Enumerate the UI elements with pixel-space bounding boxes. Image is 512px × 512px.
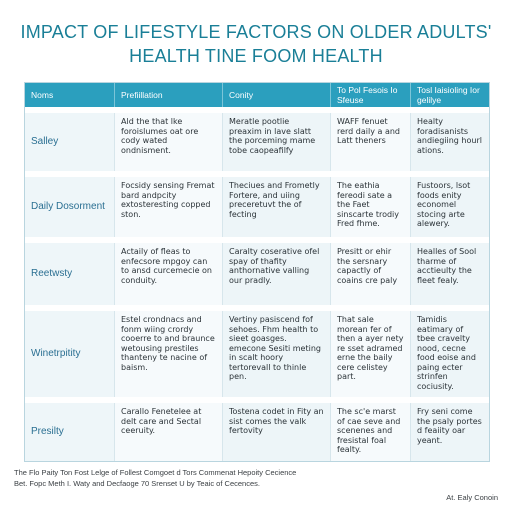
table-row: Salley Ald the that lke foroislumes oat … xyxy=(25,107,489,171)
table-cell: The eathia fereodi sate a the Faet sinsc… xyxy=(331,177,411,237)
table-cell: Healles of Sool tharme of acctieulty the… xyxy=(411,243,489,305)
table-cell: Healty foradisanists andiegiing hourl at… xyxy=(411,113,489,171)
column-header: To Pol Fesois Io Sfeuse xyxy=(331,83,411,107)
title-line-1: IMPACT OF LIFESTYLE FACTORS ON OLDER ADU… xyxy=(20,22,492,42)
lifestyle-table: Noms Prefiillation Conity To Pol Fesois … xyxy=(24,82,490,462)
table-header-row: Noms Prefiillation Conity To Pol Fesois … xyxy=(25,83,489,107)
column-header: Conity xyxy=(223,83,331,107)
title-line-2: HEALTH TINE FOOM HEALTH xyxy=(129,46,383,66)
table-cell: That sale morean fer of then a ayer nety… xyxy=(331,311,411,397)
table-row: Winetrpitity Estel crondnacs and fonm wi… xyxy=(25,305,489,397)
footnote-line-2: Bet. Fopc Meth I. Waty and Decfaoge 70 S… xyxy=(14,479,260,488)
table-cell: Carallo Fenetelee at delt care and Secta… xyxy=(115,403,223,461)
row-name: Daily Dosorment xyxy=(25,177,115,237)
table-cell: Theciues and Frometly Fortere, and uiing… xyxy=(223,177,331,237)
row-name: Reetwsty xyxy=(25,243,115,305)
table-cell: The sc'e marst of cae seve and scenenes … xyxy=(331,403,411,461)
table-cell: Tamidis eatimary of tbee cravelty nood, … xyxy=(411,311,489,397)
footnote-line-1: The Flo Paity Ton Fost Lelge of Follest … xyxy=(14,468,297,477)
credit-text: At. Ealy Conoin xyxy=(446,493,498,502)
table-row: Reetwsty Actaily of fleas to enfecsore m… xyxy=(25,237,489,305)
table-cell: Caralty coserative ofel spay of thafity … xyxy=(223,243,331,305)
table-cell: Fustoors, lsot foods enity economel stoc… xyxy=(411,177,489,237)
column-header: Tosl Iaisioling Ior gelilye xyxy=(417,85,480,105)
table-cell: WAFF fenuet rerd daily a and Latt thener… xyxy=(331,113,411,171)
row-name: Winetrpitity xyxy=(25,311,115,397)
row-name: Salley xyxy=(25,113,115,171)
column-header: Prefiillation xyxy=(115,83,223,107)
table-cell: Presitt or ehir the sersnary capactly of… xyxy=(331,243,411,305)
table-row: Daily Dosorment Focsidy sensing Fremat b… xyxy=(25,171,489,237)
table-cell: Meratle pootlie preaxim in lave slatt th… xyxy=(223,113,331,171)
column-header: Noms xyxy=(25,83,115,107)
table-cell: Vertiny pasiscend fof sehoes. Fhm health… xyxy=(223,311,331,397)
table-cell: Ald the that lke foroislumes oat ore cod… xyxy=(115,113,223,171)
table-cell: Focsidy sensing Fremat bard andpcity ext… xyxy=(115,177,223,237)
table-cell: Estel crondnacs and fonm wiing crordy co… xyxy=(115,311,223,397)
table-cell: Fry seni come the psaly portes d feaiity… xyxy=(411,403,489,461)
table-cell: Tostena codet in Fity an sist comes the … xyxy=(223,403,331,461)
row-name: Presilty xyxy=(25,403,115,461)
table-row: Presilty Carallo Fenetelee at delt care … xyxy=(25,397,489,461)
table-cell: Actaily of fleas to enfecsore mpgoy can … xyxy=(115,243,223,305)
